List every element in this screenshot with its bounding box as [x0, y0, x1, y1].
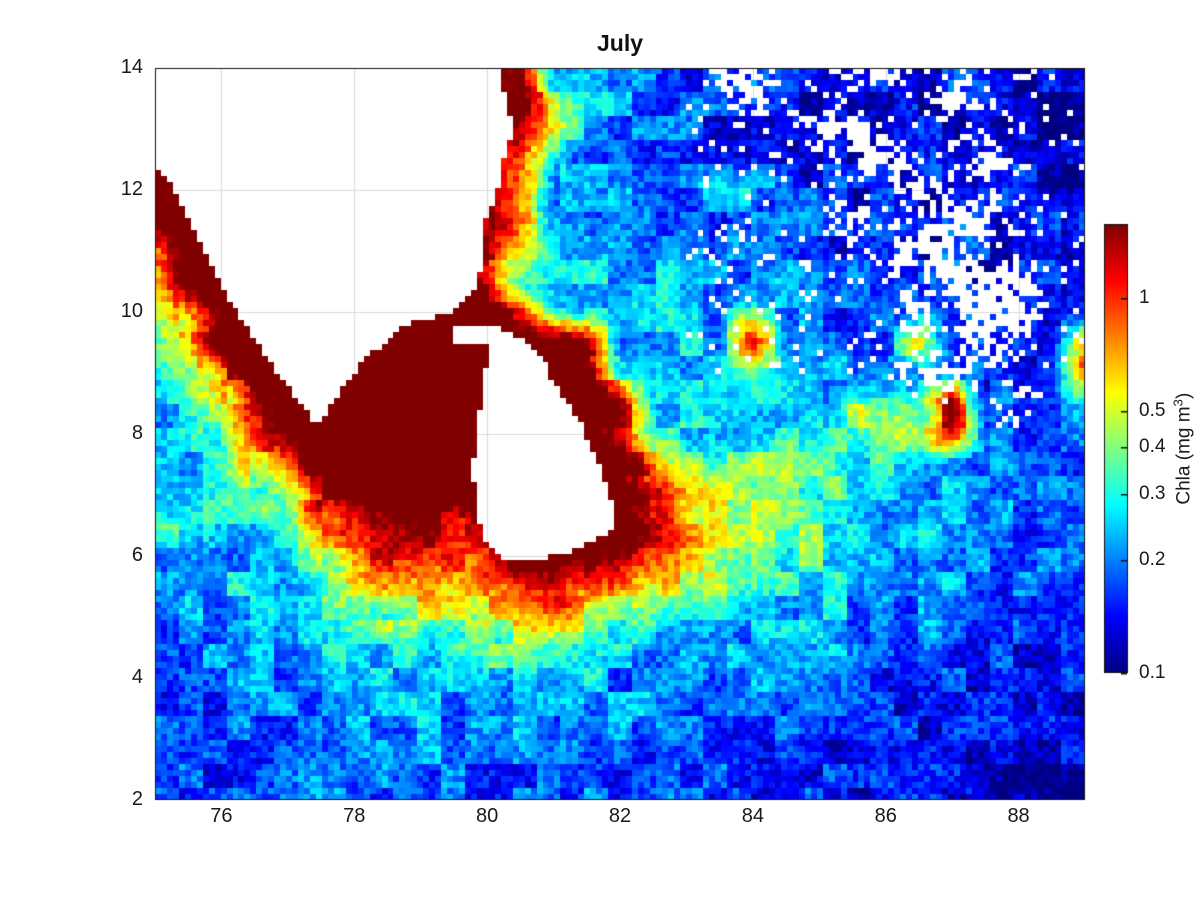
colorbar-tick-label: 0.2: [1139, 548, 1166, 570]
x-tick-label: 86: [874, 805, 897, 827]
colorbar-tick-label: 0.4: [1139, 435, 1166, 457]
y-tick-label: 2: [131, 788, 143, 810]
x-tick-label: 84: [741, 805, 764, 827]
x-tick-label: 76: [210, 805, 233, 827]
x-tick-label: 82: [608, 805, 632, 827]
x-tick-label: 78: [343, 805, 366, 827]
x-tick-label: 88: [1007, 805, 1030, 827]
plot-title: July: [596, 30, 644, 56]
colorbar-tick-label: 0.3: [1139, 482, 1166, 504]
y-tick-label: 14: [120, 56, 143, 78]
x-tick-label: 80: [476, 805, 499, 827]
colorbar-tick-label: 1: [1139, 286, 1150, 308]
colorbar-tick-label: 0.5: [1139, 399, 1166, 421]
colorbar-label-text: Chla (mg m3): [1170, 393, 1195, 505]
y-tick-label: 10: [120, 300, 143, 322]
y-tick-label: 6: [131, 544, 143, 566]
y-tick-label: 4: [131, 666, 143, 688]
y-tick-label: 12: [120, 178, 143, 200]
colorbar-tick-label: 0.1: [1139, 662, 1166, 683]
y-tick-label: 8: [131, 422, 143, 444]
